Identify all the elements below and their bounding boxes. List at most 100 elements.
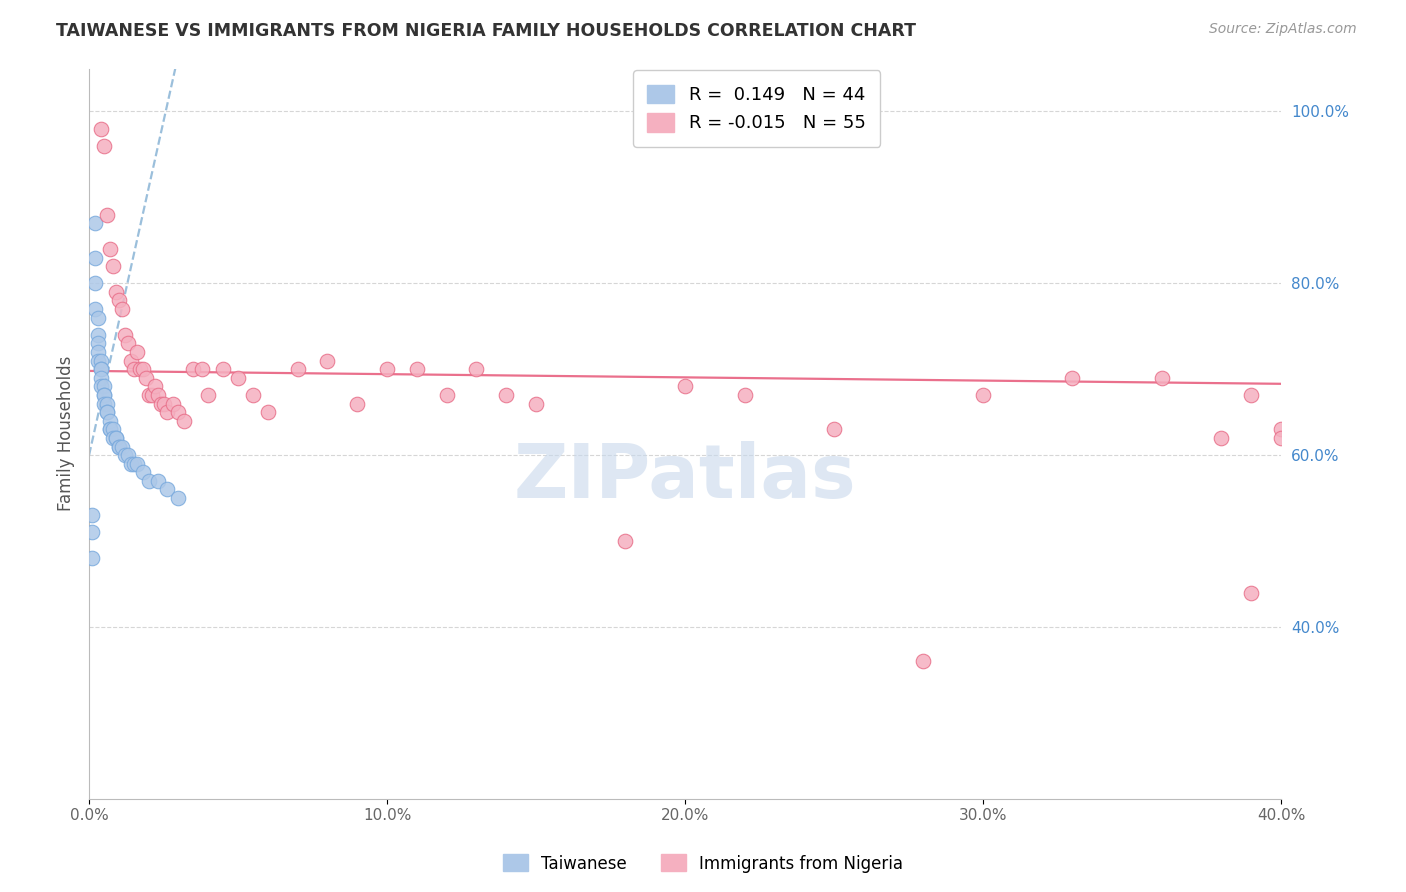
Point — [197, 388, 219, 402]
Point — [90, 353, 112, 368]
Point — [93, 138, 115, 153]
Point — [108, 440, 131, 454]
Point — [101, 259, 124, 273]
Point — [111, 440, 134, 454]
Point — [183, 362, 205, 376]
Point — [87, 353, 110, 368]
Point — [173, 414, 195, 428]
Point — [191, 362, 214, 376]
Point — [101, 422, 124, 436]
Point — [734, 388, 756, 402]
Point — [96, 208, 118, 222]
Point — [122, 362, 145, 376]
Point — [125, 457, 148, 471]
Point — [98, 242, 121, 256]
Point — [104, 431, 127, 445]
Point — [146, 474, 169, 488]
Point — [155, 483, 177, 497]
Point — [90, 121, 112, 136]
Point — [117, 336, 139, 351]
Point — [98, 422, 121, 436]
Point — [117, 448, 139, 462]
Text: TAIWANESE VS IMMIGRANTS FROM NIGERIA FAMILY HOUSEHOLDS CORRELATION CHART: TAIWANESE VS IMMIGRANTS FROM NIGERIA FAM… — [56, 22, 917, 40]
Point — [120, 457, 142, 471]
Point — [98, 422, 121, 436]
Point — [167, 405, 190, 419]
Point — [346, 396, 368, 410]
Point — [138, 474, 160, 488]
Point — [87, 345, 110, 359]
Point — [98, 414, 121, 428]
Point — [108, 440, 131, 454]
Point — [972, 388, 994, 402]
Point — [287, 362, 309, 376]
Point — [673, 379, 696, 393]
Text: ZIPatlas: ZIPatlas — [513, 441, 856, 514]
Point — [1062, 371, 1084, 385]
Point — [1240, 585, 1263, 599]
Point — [84, 301, 107, 316]
Point — [823, 422, 845, 436]
Point — [242, 388, 264, 402]
Y-axis label: Family Households: Family Households — [58, 356, 75, 511]
Point — [1240, 388, 1263, 402]
Point — [316, 353, 339, 368]
Point — [167, 491, 190, 505]
Point — [149, 396, 172, 410]
Point — [465, 362, 488, 376]
Point — [93, 388, 115, 402]
Point — [84, 216, 107, 230]
Point — [1270, 422, 1292, 436]
Point — [495, 388, 517, 402]
Text: Source: ZipAtlas.com: Source: ZipAtlas.com — [1209, 22, 1357, 37]
Point — [93, 379, 115, 393]
Point — [128, 362, 150, 376]
Point — [120, 353, 142, 368]
Point — [405, 362, 427, 376]
Point — [93, 388, 115, 402]
Point — [436, 388, 458, 402]
Point — [90, 371, 112, 385]
Point — [114, 327, 136, 342]
Point — [90, 379, 112, 393]
Legend: Taiwanese, Immigrants from Nigeria: Taiwanese, Immigrants from Nigeria — [496, 847, 910, 880]
Point — [912, 654, 935, 668]
Point — [614, 534, 637, 549]
Point — [135, 371, 157, 385]
Point — [80, 525, 103, 540]
Point — [104, 285, 127, 299]
Point — [212, 362, 235, 376]
Point — [143, 379, 166, 393]
Point — [122, 457, 145, 471]
Point — [1150, 371, 1173, 385]
Point — [111, 301, 134, 316]
Point — [87, 310, 110, 325]
Point — [96, 405, 118, 419]
Point — [138, 388, 160, 402]
Point — [155, 405, 177, 419]
Point — [104, 431, 127, 445]
Point — [80, 551, 103, 566]
Point — [90, 362, 112, 376]
Point — [226, 371, 249, 385]
Point — [80, 508, 103, 523]
Point — [152, 396, 174, 410]
Point — [146, 388, 169, 402]
Point — [141, 388, 163, 402]
Point — [375, 362, 398, 376]
Point — [108, 293, 131, 308]
Point — [1211, 431, 1233, 445]
Point — [96, 405, 118, 419]
Point — [84, 251, 107, 265]
Point — [96, 396, 118, 410]
Point — [84, 277, 107, 291]
Point — [132, 362, 155, 376]
Point — [125, 345, 148, 359]
Point — [101, 431, 124, 445]
Point — [87, 336, 110, 351]
Point — [257, 405, 280, 419]
Legend: R =  0.149   N = 44, R = -0.015   N = 55: R = 0.149 N = 44, R = -0.015 N = 55 — [633, 70, 880, 147]
Point — [162, 396, 184, 410]
Point — [114, 448, 136, 462]
Point — [93, 396, 115, 410]
